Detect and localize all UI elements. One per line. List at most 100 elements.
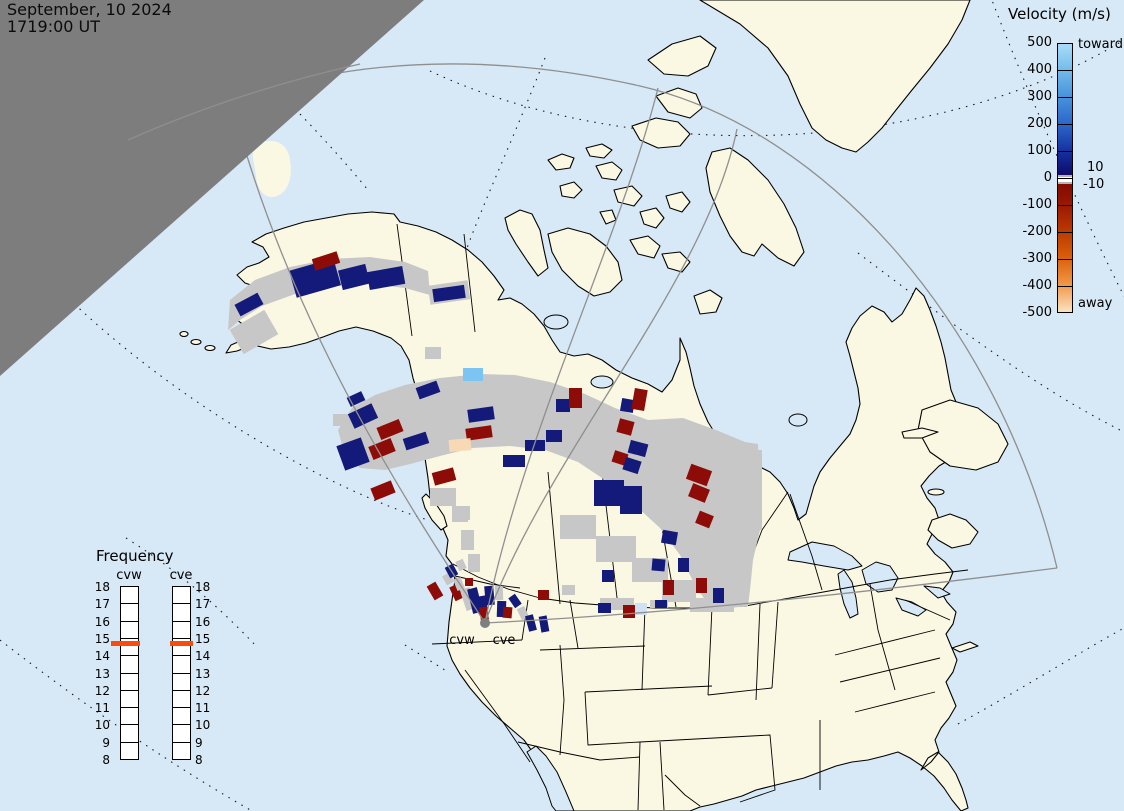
scatter-cell — [433, 492, 450, 504]
scatter-cell — [452, 510, 468, 522]
scatter-cell — [562, 585, 575, 595]
freq-tick-label: 15 — [94, 631, 110, 646]
velocity-cell — [289, 258, 341, 298]
velocity-cell — [432, 284, 466, 303]
freq-tick-label: 13 — [94, 666, 110, 681]
freq-tick-line — [121, 707, 138, 709]
freq-tick-label: 8 — [195, 753, 203, 767]
velocity-tick: -500 — [1022, 305, 1052, 320]
freq-tick-label: 16 — [195, 614, 211, 629]
freq-tick-label: 15 — [195, 631, 211, 646]
freq-tick-label: 14 — [195, 649, 211, 664]
velocity-legend: Velocity (m/s) 500 400 300 200 100 0 -100 -200 -… — [995, 0, 1124, 330]
colorbar-tick-line — [1058, 286, 1072, 287]
scatter-cell — [749, 450, 762, 530]
velocity-cell — [467, 406, 495, 423]
freq-marker-cvw — [111, 641, 140, 646]
velocity-cell — [620, 486, 642, 514]
freq-tick-line — [121, 689, 138, 691]
freq-tick-line — [173, 741, 190, 743]
freq-tick-label: 18 — [94, 580, 110, 594]
velocity-cell — [627, 439, 649, 458]
velocity-cell — [623, 605, 635, 618]
velocity-cell — [619, 397, 636, 414]
freq-tick-line — [173, 603, 190, 605]
corner-triangle — [0, 0, 424, 376]
velocity-cell — [660, 529, 679, 546]
velocity-tick: -400 — [1022, 278, 1052, 293]
ellesmere-island — [647, 35, 717, 77]
freq-tick-line — [121, 637, 138, 639]
colorbar-tick-line — [1058, 232, 1072, 233]
velocity-cell — [602, 570, 614, 582]
velocity-cell — [651, 558, 666, 572]
lower-threshold-label: -10 — [1083, 177, 1105, 192]
velocity-cell — [508, 593, 522, 609]
freq-tick-label: 11 — [195, 701, 211, 716]
velocity-cell — [402, 431, 430, 451]
velocity-cell — [431, 467, 457, 486]
velocity-cell — [336, 437, 370, 471]
velocity-cell — [311, 251, 341, 271]
scatter-cell — [468, 554, 480, 572]
freq-tick-line — [173, 707, 190, 709]
scatter-cell — [461, 530, 474, 550]
velocity-cell — [503, 455, 525, 467]
velocity-cell — [696, 578, 707, 593]
velocity-cell — [449, 583, 464, 602]
velocity-cell — [370, 480, 396, 501]
timestamp: September, 10 2024 1719:00 UT — [7, 1, 172, 35]
frequency-legend: Frequency cvw cve 18 18 17 17 16 16 15 15 14 14 13… — [80, 545, 230, 775]
velocity-cell — [546, 430, 562, 442]
gulf-of-california — [526, 745, 575, 811]
velocity-cell — [655, 600, 667, 608]
freq-col-cve: cve — [169, 568, 193, 583]
freq-tick-line — [121, 672, 138, 674]
away-label: away — [1078, 296, 1113, 311]
velocity-tick: 0 — [1043, 170, 1052, 185]
velocity-cell — [465, 578, 473, 586]
scatter-cell — [442, 572, 454, 586]
scatter-cell — [333, 414, 349, 426]
freq-tick-label: 12 — [195, 683, 211, 698]
velocity-tick: -100 — [1022, 197, 1052, 212]
velocity-cell — [448, 438, 472, 452]
scatter-cell — [494, 585, 504, 601]
timestamp-time: 1719:00 UT — [7, 17, 101, 36]
freq-tick-label: 17 — [195, 597, 211, 612]
colorbar-tick-line — [1058, 97, 1072, 98]
freq-tick-label: 8 — [102, 753, 110, 767]
velocity-colorbar — [1057, 43, 1073, 313]
colorbar-tick-line — [1058, 70, 1072, 71]
velocity-cell — [713, 588, 724, 603]
velocity-cell — [234, 292, 264, 317]
freq-tick-line — [173, 620, 190, 622]
freq-bar-cve — [172, 586, 191, 760]
velocity-cell — [678, 558, 689, 572]
scatter-cell — [718, 560, 748, 586]
scatter-cell — [229, 309, 279, 355]
velocity-cell — [538, 590, 549, 600]
freq-tick-label: 12 — [94, 683, 110, 698]
freq-tick-line — [121, 603, 138, 605]
freq-tick-label: 16 — [94, 614, 110, 629]
freq-marker-cve — [170, 641, 193, 646]
velocity-cell — [347, 403, 379, 429]
zero-velocity-band — [1058, 175, 1072, 184]
freq-tick-line — [173, 655, 190, 657]
freq-bar-cvw — [120, 586, 139, 760]
velocity-tick: 500 — [1027, 35, 1052, 50]
velocity-cell — [366, 266, 406, 290]
freq-tick-label: 9 — [102, 735, 110, 750]
velocity-cell — [663, 580, 674, 595]
upper-threshold-label: 10 — [1087, 160, 1104, 175]
vancouver-island — [421, 493, 448, 531]
freq-col-cvw: cvw — [116, 568, 142, 583]
freq-tick-line — [173, 672, 190, 674]
velocity-cell — [415, 380, 441, 400]
radar-site-label: cve — [492, 633, 516, 648]
siberia-patch — [252, 140, 291, 197]
lake-erie — [895, 597, 927, 617]
colorbar-tick-line — [1058, 178, 1072, 179]
